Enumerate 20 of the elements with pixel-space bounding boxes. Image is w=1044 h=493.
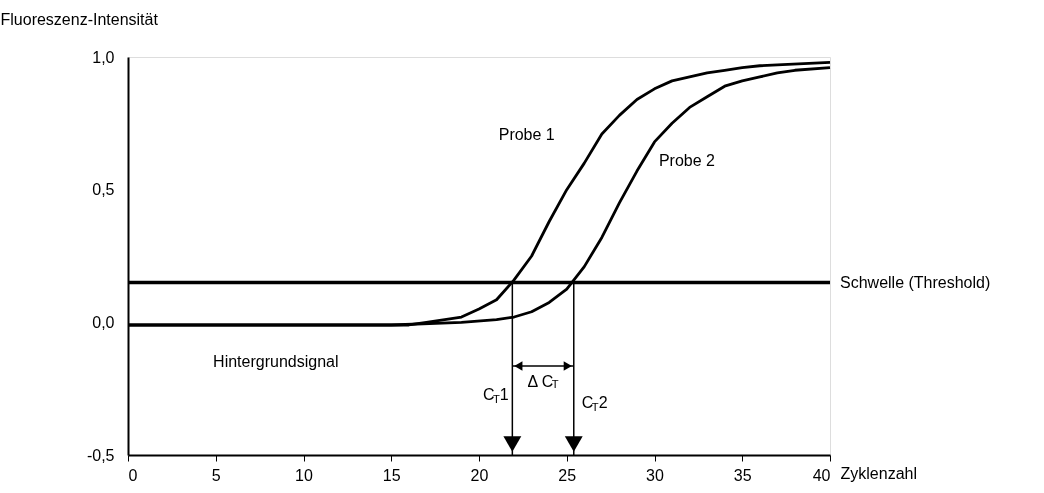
x-tick-label: 30 [646,466,664,484]
x-tick-label: 20 [470,466,489,484]
x-tick-label: 35 [733,466,752,484]
x-tick-label: 5 [211,466,221,484]
y-axis-title: Fluoreszenz-Intensität [0,10,159,28]
y-tick-label: 1,0 [92,48,115,66]
x-tick-label: 25 [558,466,577,484]
ref-line-label: Schwelle (Threshold) [840,273,991,291]
y-tick-label: -0,5 [86,446,115,464]
x-tick-label: 15 [382,466,401,484]
text: Probe 1 [498,125,555,143]
annotation: Hintergrundsignal [213,353,339,370]
x-tick-label: 0 [128,466,138,484]
x-tick-label: 10 [295,466,313,484]
x-axis-title: Zyklenzahl [840,464,917,482]
series-label: Probe 2 [658,152,716,170]
y-tick-label: 0,5 [92,181,115,199]
x-tick-label: 40 [812,466,831,484]
y-tick-label: 0,0 [92,313,115,331]
annotation: Δ CT [527,373,559,390]
